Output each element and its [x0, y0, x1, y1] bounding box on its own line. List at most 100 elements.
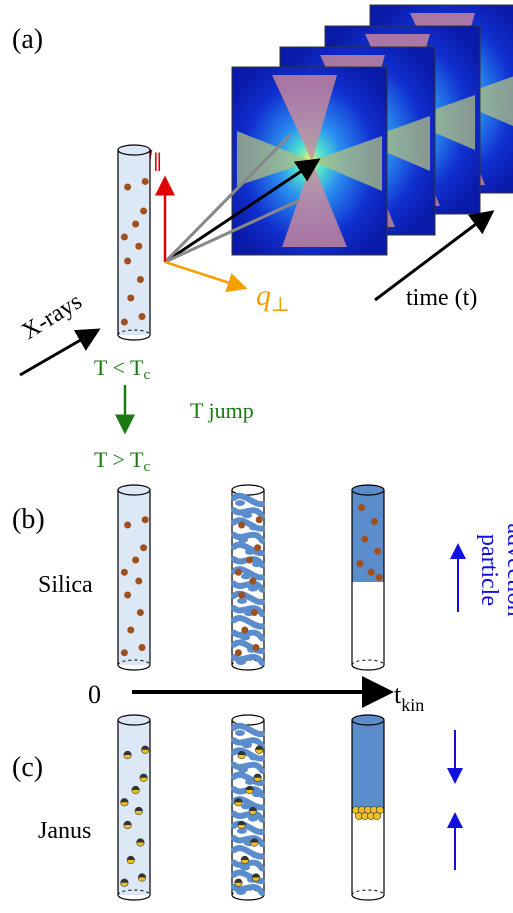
hot-label: T > Tc [94, 447, 151, 475]
tube-fill [352, 490, 384, 582]
sample-label: Janus [38, 818, 91, 844]
sample-label: Silica [38, 572, 93, 598]
symbol: q [256, 279, 271, 312]
capillary [352, 715, 384, 900]
particle [121, 319, 128, 326]
particle [256, 516, 263, 523]
particle [235, 649, 242, 656]
tube-bottom [118, 895, 150, 900]
time-label: time (t) [406, 285, 477, 311]
particle [140, 544, 147, 551]
tubes [118, 145, 384, 900]
panel-label: (c) [12, 752, 43, 783]
network [241, 803, 251, 809]
capillary [352, 485, 384, 670]
tube-top [118, 715, 150, 725]
network [235, 500, 245, 506]
particle [251, 609, 258, 616]
janus-particle [373, 812, 380, 819]
particle [124, 184, 131, 191]
particle [121, 233, 128, 240]
tube-bottom [352, 895, 384, 900]
particle [139, 644, 146, 651]
particle [241, 627, 248, 634]
advection-label: particleadvection [476, 523, 513, 616]
panel-label: (a) [12, 24, 43, 55]
tube-fill [352, 720, 384, 810]
tube-top [352, 485, 384, 495]
particle [124, 258, 131, 265]
particle [358, 504, 365, 511]
subscript: ⊥ [271, 294, 290, 316]
subscript: ∥ [153, 152, 162, 174]
network [236, 889, 246, 895]
particle [246, 557, 253, 564]
tube-top [352, 715, 384, 725]
particle [368, 569, 375, 576]
subscript: c [144, 367, 151, 383]
particle [121, 569, 128, 576]
q-perp-arrow [165, 262, 245, 288]
line: particle [476, 534, 502, 606]
particle [139, 313, 146, 320]
capillary [118, 485, 150, 670]
detector-frames [232, 5, 513, 255]
particle [238, 522, 245, 529]
particle [132, 557, 139, 564]
particle [135, 578, 142, 585]
particle [137, 609, 144, 616]
beam-label: X-rays [17, 288, 86, 345]
particle [374, 548, 381, 555]
capillary [232, 485, 264, 670]
subscript: c [144, 459, 151, 475]
network [252, 561, 262, 567]
network [245, 779, 255, 785]
tube-top [118, 485, 150, 495]
particle [376, 574, 383, 581]
cold-label: T < Tc [94, 355, 151, 383]
jump-label: T jump [190, 398, 254, 423]
network [240, 865, 250, 871]
particle [140, 208, 147, 215]
particle [361, 536, 368, 543]
particle [371, 518, 378, 525]
network [235, 730, 245, 736]
tube-body [118, 150, 150, 335]
tube-bottom [118, 335, 150, 340]
tube-bottom [232, 895, 264, 900]
network [245, 549, 255, 555]
particle [254, 544, 261, 551]
tube-bottom [118, 665, 150, 670]
network [242, 742, 252, 748]
particle [357, 560, 364, 567]
network [248, 816, 258, 822]
panel-label: (b) [12, 504, 45, 535]
particle [127, 627, 134, 634]
figure: (a) q∥ q⊥ X-rays time (t) T < Tc T jump … [0, 0, 513, 913]
text: T > T [94, 447, 144, 472]
particle [235, 569, 242, 576]
network [249, 754, 259, 760]
network [236, 659, 246, 665]
particle [142, 516, 149, 523]
network [252, 791, 262, 797]
detector-frame [232, 67, 387, 255]
tube-bottom [232, 665, 264, 670]
particle [253, 644, 260, 651]
particle [121, 649, 128, 656]
network [249, 524, 259, 530]
particle [137, 276, 144, 283]
network [251, 852, 261, 858]
particle [135, 243, 142, 250]
network [248, 586, 258, 592]
line: advection [502, 523, 513, 616]
particle [132, 221, 139, 228]
capillary [232, 715, 264, 900]
network [237, 598, 247, 604]
particle [124, 592, 131, 599]
network [240, 635, 250, 641]
text: T < T [94, 355, 144, 380]
particle [124, 522, 131, 529]
axis-start: 0 [88, 680, 101, 709]
particle [249, 578, 256, 585]
